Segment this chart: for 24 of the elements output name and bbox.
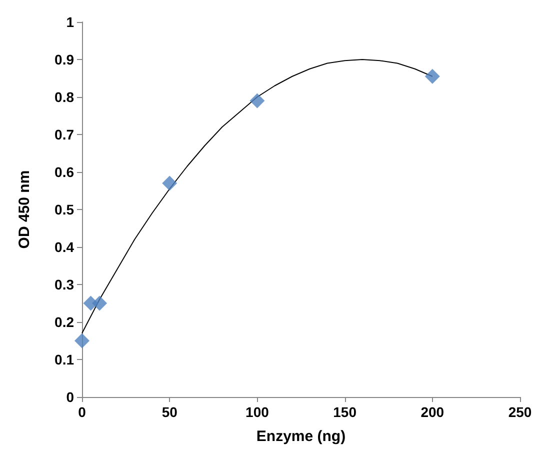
x-tick-label: 250 [508,404,532,420]
x-axis-title: Enzyme (ng) [256,428,346,445]
y-tick-label: 0 [66,389,74,405]
point [250,93,265,108]
y-tick-label: 0.9 [54,52,74,68]
x-tick-label: 150 [333,404,357,420]
y-tick-label: 0.3 [54,276,74,292]
point [74,333,90,348]
x-tick-label: 50 [162,404,178,420]
x-tick-label: 0 [78,404,86,420]
point [424,68,440,84]
y-axis-title: OD 450 nm [16,170,33,249]
point [162,176,178,191]
y-tick-label: 0.1 [54,352,74,368]
y-tick-label: 0.6 [54,164,74,180]
y-tick-label: 0.4 [54,239,74,255]
y-tick-label: 0.5 [54,202,74,218]
y-tick-label: 0.7 [54,126,74,142]
x-tick-label: 200 [420,404,444,420]
y-tick-label: 0.8 [54,89,74,105]
x-tick-label: 100 [246,404,270,420]
point [92,296,108,311]
y-tick-label: 0.2 [54,314,74,330]
y-tick-label: 1 [66,14,74,30]
